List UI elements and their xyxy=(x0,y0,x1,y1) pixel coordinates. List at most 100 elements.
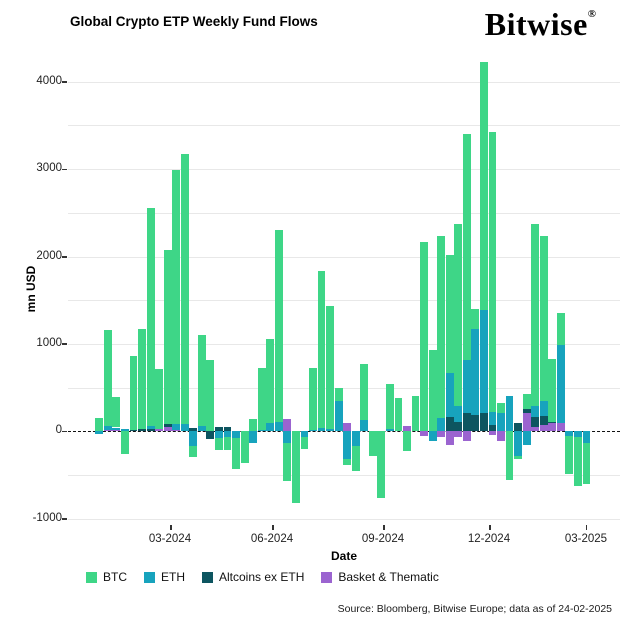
bar-segment-btc xyxy=(548,358,557,422)
legend-swatch-icon xyxy=(321,571,333,583)
bitwise-logo: Bitwise® xyxy=(485,6,596,43)
bar-segment-altcoins-ex-eth xyxy=(138,429,146,432)
bar-segment-btc xyxy=(129,356,138,431)
bar-segment-btc xyxy=(309,367,317,430)
bar-segment-btc xyxy=(189,446,198,457)
bitwise-logo-text: Bitwise xyxy=(484,6,588,42)
y-tick-label: -1000 xyxy=(32,511,62,524)
bar-segment-btc xyxy=(274,230,283,422)
gridline xyxy=(68,256,620,258)
bar-segment-eth xyxy=(471,329,480,415)
bar-segment-altcoins-ex-eth xyxy=(189,427,198,432)
bar-segment-eth xyxy=(112,427,121,431)
bar-segment-eth xyxy=(95,431,104,434)
bar-segment-eth xyxy=(582,431,591,443)
x-axis-tick-labels: 03-2024 06-2024 09-2024 12-2024 03-2025 xyxy=(68,533,620,549)
bar-segment-altcoins-ex-eth xyxy=(206,431,215,440)
bar-segment-basket-thematic xyxy=(155,429,164,432)
bar-segment-eth xyxy=(180,423,189,432)
bar-segment-altcoins-ex-eth xyxy=(215,427,223,432)
legend-label: Altcoins ex ETH xyxy=(219,570,305,584)
bar-segment-btc xyxy=(257,368,266,430)
bar-segment-btc xyxy=(343,459,352,465)
bar-segment-eth xyxy=(334,400,343,432)
bar-segment-btc xyxy=(360,363,369,420)
bar-segment-eth xyxy=(514,431,523,456)
bar-segment-btc xyxy=(197,335,206,427)
bar-segment-eth xyxy=(539,400,548,416)
legend-label: BTC xyxy=(103,570,127,584)
bar-segment-basket-thematic xyxy=(343,422,352,432)
y-tick-label: 3000 xyxy=(36,162,62,175)
bar-segment-eth xyxy=(462,359,471,414)
bar-segment-altcoins-ex-eth xyxy=(223,426,232,432)
legend: BTC ETH Altcoins ex ETH Basket & Thematic xyxy=(86,570,439,584)
y-tick-label: 4000 xyxy=(36,74,62,87)
bar-segment-eth xyxy=(479,309,488,414)
bar-segment-basket-thematic xyxy=(437,431,446,437)
bar-segment-eth xyxy=(531,406,540,418)
bar-segment-btc xyxy=(522,394,531,410)
bar-segment-altcoins-ex-eth xyxy=(445,416,454,432)
bar-segment-btc xyxy=(479,61,488,310)
bar-segment-btc xyxy=(428,350,437,432)
legend-label: Basket & Thematic xyxy=(338,570,439,584)
bar-segment-eth xyxy=(437,418,446,432)
bar-segment-btc xyxy=(240,431,249,463)
x-tick-label: 03-2024 xyxy=(148,533,192,545)
bar-segment-btc xyxy=(351,446,360,471)
y-tick-label: 0 xyxy=(55,424,62,437)
bar-segment-btc xyxy=(146,208,155,427)
gridline xyxy=(68,518,620,520)
bar-segment-btc xyxy=(112,396,121,428)
bar-segment-btc xyxy=(138,329,146,430)
bar-segment-eth xyxy=(274,421,283,432)
y-tick-mark xyxy=(62,518,67,520)
bar-segment-basket-thematic xyxy=(488,431,497,435)
bar-segment-eth xyxy=(300,431,309,437)
bar-segment-eth xyxy=(428,431,437,442)
gridline xyxy=(68,387,620,389)
bar-segment-btc xyxy=(180,154,189,424)
bar-segment-eth xyxy=(556,344,565,424)
bar-segment-btc xyxy=(121,431,129,455)
bar-segment-btc xyxy=(223,436,232,450)
x-tick-mark xyxy=(170,525,172,530)
bar-segment-btc xyxy=(420,241,428,432)
bar-segment-btc xyxy=(531,224,540,407)
bar-segment-altcoins-ex-eth xyxy=(531,417,540,428)
legend-label: ETH xyxy=(161,570,185,584)
plot-area xyxy=(68,61,620,525)
bar-segment-eth xyxy=(522,431,531,445)
bar-segment-btc xyxy=(394,397,403,432)
legend-item-btc: BTC xyxy=(86,570,127,584)
x-tick-label: 12-2024 xyxy=(467,533,511,545)
bar-segment-btc xyxy=(514,455,523,460)
bar-segment-btc xyxy=(103,330,112,427)
bar-segment-eth xyxy=(360,419,369,432)
bar-segment-btc xyxy=(462,134,471,360)
bar-segment-btc xyxy=(565,436,574,475)
gridline xyxy=(68,81,620,83)
y-tick-label: 2000 xyxy=(36,249,62,262)
x-axis-title: Date xyxy=(330,549,357,563)
bar-segment-eth xyxy=(232,431,240,439)
bar-segment-eth xyxy=(309,429,317,432)
legend-item-basket-thematic: Basket & Thematic xyxy=(321,570,439,584)
y-tick-label: 1000 xyxy=(36,336,62,349)
bar-segment-btc xyxy=(437,236,446,419)
bar-segment-basket-thematic xyxy=(163,427,172,432)
y-tick-mark xyxy=(62,256,67,258)
bar-segment-eth xyxy=(326,428,334,432)
bar-segment-basket-thematic xyxy=(548,422,557,432)
bar-segment-eth xyxy=(283,431,292,443)
bar-segment-btc xyxy=(334,387,343,401)
x-tick-label: 03-2025 xyxy=(564,533,608,545)
gridline xyxy=(68,300,620,302)
bar-segment-altcoins-ex-eth xyxy=(548,421,557,423)
bar-segment-altcoins-ex-eth xyxy=(454,421,463,432)
bar-segment-basket-thematic xyxy=(172,429,181,432)
bar-segment-btc xyxy=(454,224,463,407)
x-tick-mark xyxy=(585,525,588,530)
bar-segment-eth xyxy=(146,426,155,430)
